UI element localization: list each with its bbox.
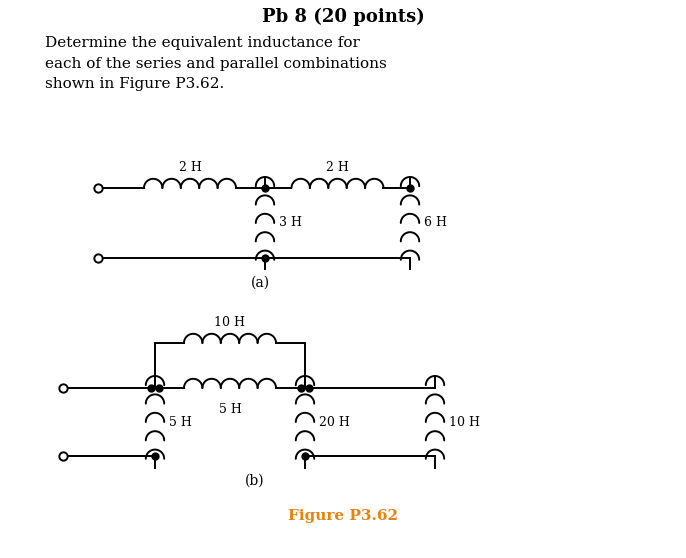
Text: 6 H: 6 H bbox=[424, 217, 447, 229]
Text: 20 H: 20 H bbox=[319, 416, 350, 429]
Text: 2 H: 2 H bbox=[178, 161, 202, 174]
Text: 3 H: 3 H bbox=[279, 217, 302, 229]
Text: (b): (b) bbox=[245, 474, 265, 488]
Text: 5 H: 5 H bbox=[169, 416, 192, 429]
Text: Pb 8 (20 points): Pb 8 (20 points) bbox=[261, 8, 425, 26]
Text: 10 H: 10 H bbox=[449, 416, 480, 429]
Text: 5 H: 5 H bbox=[219, 403, 241, 416]
Text: (a): (a) bbox=[250, 276, 270, 290]
Text: 10 H: 10 H bbox=[215, 316, 246, 329]
Text: 2 H: 2 H bbox=[326, 161, 349, 174]
Text: Determine the equivalent inductance for
each of the series and parallel combinat: Determine the equivalent inductance for … bbox=[45, 36, 387, 91]
Text: Figure P3.62: Figure P3.62 bbox=[288, 509, 398, 523]
